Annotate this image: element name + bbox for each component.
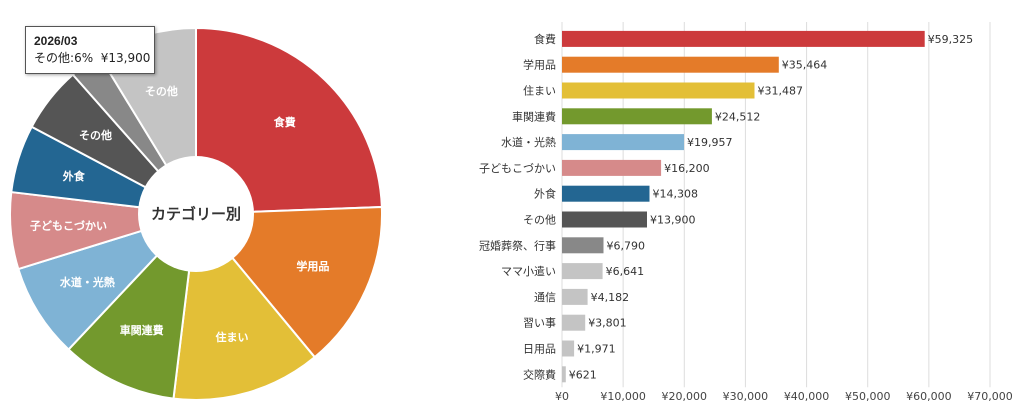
category-label: ママ小遣い: [501, 264, 556, 278]
bar-value-label: ¥35,464: [782, 59, 828, 72]
x-tick-label: ¥50,000: [845, 390, 891, 403]
bar[interactable]: [562, 30, 925, 47]
x-tick-label: ¥60,000: [906, 390, 952, 403]
category-label: 車関連費: [512, 109, 556, 123]
x-tick-label: ¥0: [555, 390, 569, 403]
pie-slice-label: 水道・光熱: [60, 275, 115, 289]
category-label: 習い事: [523, 317, 556, 330]
pie-slice-label: 車関連費: [120, 323, 164, 337]
bar-value-label: ¥1,971: [577, 343, 616, 356]
bar-value-label: ¥6,641: [606, 265, 645, 278]
tooltip-row: その他:6% ¥13,900: [34, 51, 151, 65]
bar[interactable]: [562, 263, 603, 280]
pie-center-label: カテゴリー別: [151, 205, 241, 223]
x-tick-label: ¥30,000: [723, 390, 769, 403]
bar-value-label: ¥6,790: [607, 239, 646, 252]
category-label: 子どもこづかい: [479, 162, 556, 175]
pie-slice[interactable]: [195, 26, 383, 216]
category-label: 外食: [534, 187, 556, 201]
category-label: 学用品: [523, 58, 556, 72]
bar-value-label: ¥13,900: [650, 214, 696, 227]
pie-slice-label: 学用品: [296, 259, 329, 273]
pie-slice-label: その他: [79, 128, 112, 142]
category-label: 食費: [534, 32, 556, 46]
x-tick-label: ¥40,000: [784, 390, 830, 403]
bar[interactable]: [562, 340, 575, 357]
pie-slice-label: 外食: [62, 169, 86, 183]
bar-value-label: ¥19,957: [687, 136, 733, 149]
category-bar-chart: ¥0 ¥10,000 ¥20,000 ¥30,000 ¥40,000 ¥50,000 ¥60…: [479, 22, 1013, 403]
bar-value-label: ¥14,308: [653, 188, 699, 201]
pie-slice-label: 食費: [274, 115, 296, 129]
bar-value-label: ¥31,487: [758, 85, 804, 98]
bar[interactable]: [562, 314, 586, 331]
tooltip-title: 2026/03: [34, 34, 78, 48]
donut-hole: [138, 156, 254, 272]
x-tick-label: ¥20,000: [662, 390, 708, 403]
pie-slice-label: その他: [145, 84, 178, 98]
tooltip-category: その他: [34, 51, 71, 65]
bar[interactable]: [562, 237, 604, 254]
bar[interactable]: [562, 159, 662, 176]
bar[interactable]: [562, 288, 588, 305]
category-label: 冠婚葬祭、行事: [479, 238, 556, 252]
tooltip-percent: 6%: [74, 51, 94, 65]
bar-value-label: ¥16,200: [664, 162, 710, 175]
tooltip-amount: ¥13,900: [100, 51, 151, 65]
bar[interactable]: [562, 108, 712, 125]
bar-value-label: ¥59,325: [928, 33, 974, 46]
chart-tooltip: 2026/03 その他:6% ¥13,900: [25, 26, 155, 74]
category-label: 通信: [534, 291, 556, 304]
category-pie-chart: 食費 学用品 住まい 車関連費 水道・光熱 子どもこづかい 外食 その他 その他 カテゴリー別: [0, 0, 400, 416]
x-tick-label: ¥70,000: [967, 390, 1013, 403]
bar[interactable]: [562, 366, 566, 383]
bar[interactable]: [562, 211, 647, 228]
bar-value-label: ¥621: [569, 368, 597, 381]
bar-value-label: ¥3,801: [588, 317, 627, 330]
bar-value-label: ¥24,512: [715, 110, 761, 123]
category-label: その他: [523, 214, 556, 227]
category-label: 水道・光熱: [501, 135, 556, 149]
pie-slice-label: 子どもこづかい: [30, 219, 107, 233]
bar[interactable]: [562, 134, 684, 151]
bar[interactable]: [562, 82, 755, 99]
category-label: 日用品: [523, 343, 556, 356]
bar[interactable]: [562, 56, 779, 73]
pie-slice-label: 住まい: [216, 330, 249, 344]
category-label: 住まい: [523, 84, 556, 98]
category-label: 交際費: [523, 367, 556, 381]
x-tick-label: ¥10,000: [600, 390, 646, 403]
bar-value-label: ¥4,182: [591, 291, 630, 304]
bar[interactable]: [562, 185, 650, 202]
